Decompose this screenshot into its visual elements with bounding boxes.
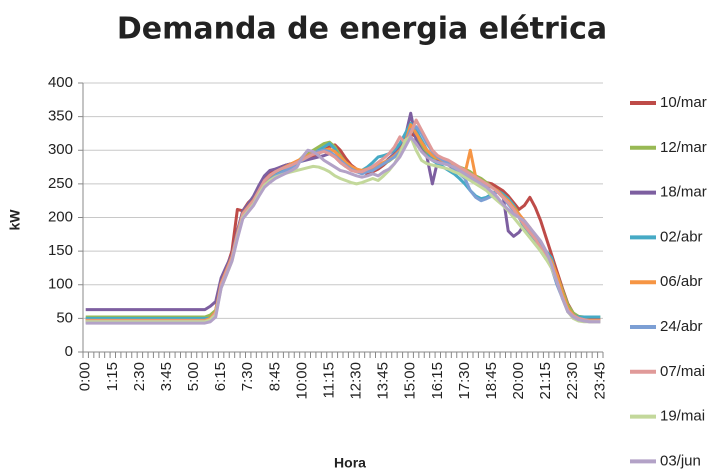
y-tick-label: 300 bbox=[48, 141, 73, 158]
x-tick-label: 10:00 bbox=[293, 362, 310, 400]
x-tick-label: 23:45 bbox=[591, 362, 608, 400]
x-tick-label: 2:30 bbox=[131, 362, 148, 391]
x-tick-label: 7:30 bbox=[239, 362, 256, 391]
legend-label: 06/abr bbox=[660, 273, 703, 290]
x-tick-label: 20:00 bbox=[510, 362, 527, 400]
x-axis-title: Hora bbox=[334, 455, 366, 471]
legend-label: 24/abr bbox=[660, 318, 703, 335]
y-axis-title: kW bbox=[7, 209, 23, 231]
y-tick-label: 250 bbox=[48, 175, 73, 192]
legend-label: 10/mar bbox=[660, 94, 707, 111]
x-tick-label: 22:30 bbox=[564, 362, 581, 400]
legend-label: 12/mar bbox=[660, 139, 707, 156]
x-tick-label: 1:15 bbox=[104, 362, 121, 391]
y-tick-label: 100 bbox=[48, 276, 73, 293]
legend-label: 07/mai bbox=[660, 363, 705, 380]
y-tick-label: 0 bbox=[65, 343, 73, 360]
x-tick-label: 6:15 bbox=[212, 362, 229, 391]
legend-label: 19/mai bbox=[660, 408, 705, 425]
y-tick-label: 350 bbox=[48, 108, 73, 125]
y-tick-label: 200 bbox=[48, 208, 73, 225]
x-tick-label: 3:45 bbox=[158, 362, 175, 391]
x-tick-label: 5:00 bbox=[185, 362, 202, 391]
x-tick-label: 8:45 bbox=[266, 362, 283, 391]
x-tick-label: 0:00 bbox=[77, 362, 94, 391]
x-tick-label: 17:30 bbox=[456, 362, 473, 400]
legend-label: 03/jun bbox=[660, 452, 701, 469]
x-tick-label: 21:15 bbox=[537, 362, 554, 400]
y-tick-label: 400 bbox=[48, 74, 73, 91]
y-tick-label: 150 bbox=[48, 242, 73, 259]
y-tick-label: 50 bbox=[56, 309, 73, 326]
x-tick-label: 18:45 bbox=[483, 362, 500, 400]
legend-label: 02/abr bbox=[660, 228, 703, 245]
legend-label: 18/mar bbox=[660, 184, 707, 201]
x-tick-label: 11:15 bbox=[320, 362, 337, 398]
x-tick-label: 16:15 bbox=[429, 362, 446, 400]
x-tick-label: 15:00 bbox=[402, 362, 419, 400]
x-tick-label: 13:45 bbox=[375, 362, 392, 400]
x-tick-label: 12:30 bbox=[348, 362, 365, 400]
series-line bbox=[85, 135, 601, 325]
chart-title: Demanda de energia elétrica bbox=[117, 12, 607, 47]
